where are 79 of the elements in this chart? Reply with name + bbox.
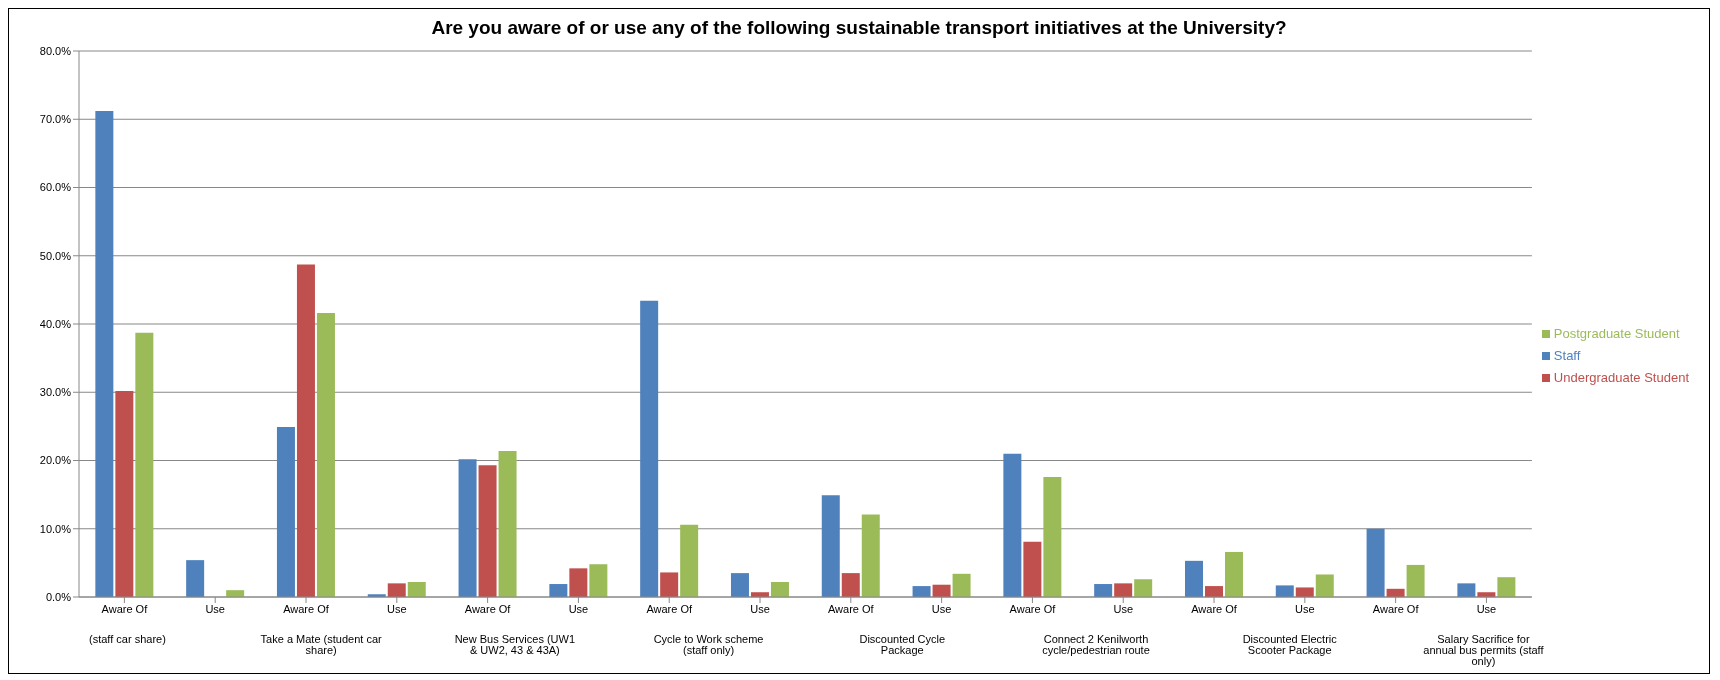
text: Discounted Cycle Package	[859, 632, 946, 656]
bar	[1043, 476, 1062, 597]
y-tick-label: 50.0%	[39, 249, 72, 262]
bar	[569, 568, 588, 597]
x-tick-label: Aware Of	[1191, 602, 1238, 615]
y-tick-label: 60.0%	[39, 181, 72, 194]
bar	[1295, 587, 1314, 597]
x-tick-label: Use	[1295, 602, 1315, 615]
bar	[1184, 560, 1203, 597]
x-tick-label: Aware Of	[1009, 602, 1057, 615]
x-tick-label: Use	[931, 602, 952, 615]
text: Salary Sacrifice for annual bus permits (staff only)	[1423, 632, 1545, 667]
bar	[296, 264, 315, 597]
bar	[115, 390, 134, 597]
x-tick-label: Aware Of	[101, 602, 149, 615]
y-tick-label: 70.0%	[39, 113, 72, 126]
x-tick-label: Aware Of	[1372, 602, 1420, 615]
text: Discounted Electric Scooter Package	[1242, 632, 1338, 656]
bar	[95, 111, 114, 597]
y-tick-label: 0.0%	[45, 590, 72, 603]
bar	[1315, 574, 1334, 597]
bar	[1224, 551, 1243, 597]
bar	[912, 586, 931, 597]
bar	[841, 573, 860, 597]
x-tick-label: Use	[1476, 602, 1497, 615]
bar	[730, 573, 749, 597]
y-tick-label: 80.0%	[39, 44, 72, 57]
text: Connect 2 Kenilworth cycle/pedestrian route	[1042, 632, 1150, 656]
legend-label: Postgraduate Student	[1553, 325, 1680, 341]
x-tick-label: Aware Of	[283, 602, 330, 615]
x-tick-label: Use	[1113, 602, 1134, 615]
y-tick-label: 30.0%	[39, 386, 72, 399]
bar	[1406, 564, 1425, 597]
x-tick-label: Use	[568, 602, 589, 615]
bar	[478, 465, 497, 597]
bar	[1275, 585, 1294, 597]
bar	[1134, 579, 1153, 597]
bar	[1497, 577, 1516, 597]
bar	[589, 564, 608, 597]
bar	[407, 581, 426, 597]
bar	[932, 584, 951, 597]
bar	[1003, 453, 1022, 597]
text: New Bus Services (UW1 & UW2, 43 & 43A)	[454, 632, 576, 656]
legend-label: Undergraduate Student	[1553, 369, 1689, 385]
bar	[498, 450, 517, 597]
legend-label: Staff	[1553, 347, 1581, 363]
text: Take a Mate (student car share)	[260, 632, 383, 656]
bar	[276, 427, 295, 597]
bar	[952, 573, 971, 597]
bar	[316, 313, 335, 597]
bar	[1114, 583, 1133, 597]
bar	[1023, 541, 1042, 597]
bar	[135, 332, 154, 597]
bar	[1366, 528, 1385, 597]
bar	[1204, 586, 1223, 597]
bar	[1094, 584, 1113, 597]
y-tick-label: 20.0%	[39, 454, 72, 467]
text: Cycle to Work scheme (staff only)	[653, 632, 764, 656]
x-tick-label: Use	[750, 602, 770, 615]
x-tick-label: Aware Of	[646, 602, 693, 615]
bar	[640, 300, 659, 597]
bar	[821, 495, 840, 597]
text: (staff car share)	[89, 632, 166, 645]
bar	[680, 524, 699, 597]
x-tick-label: Use	[205, 602, 225, 615]
y-tick-label: 40.0%	[39, 317, 72, 330]
bar	[186, 560, 205, 597]
bar	[660, 572, 679, 597]
bar	[770, 581, 789, 597]
bar	[458, 459, 477, 597]
bar	[1457, 583, 1476, 597]
bar	[861, 514, 880, 597]
x-tick-label: Use	[387, 602, 407, 615]
bar	[387, 583, 406, 597]
x-tick-label: Aware Of	[828, 602, 875, 615]
chart-title: Are you aware of or use any of the following sustainable transport initiatives at the University?	[430, 16, 1288, 40]
bar	[549, 584, 568, 597]
x-tick-label: Aware Of	[464, 602, 512, 615]
y-tick-label: 10.0%	[39, 522, 72, 535]
